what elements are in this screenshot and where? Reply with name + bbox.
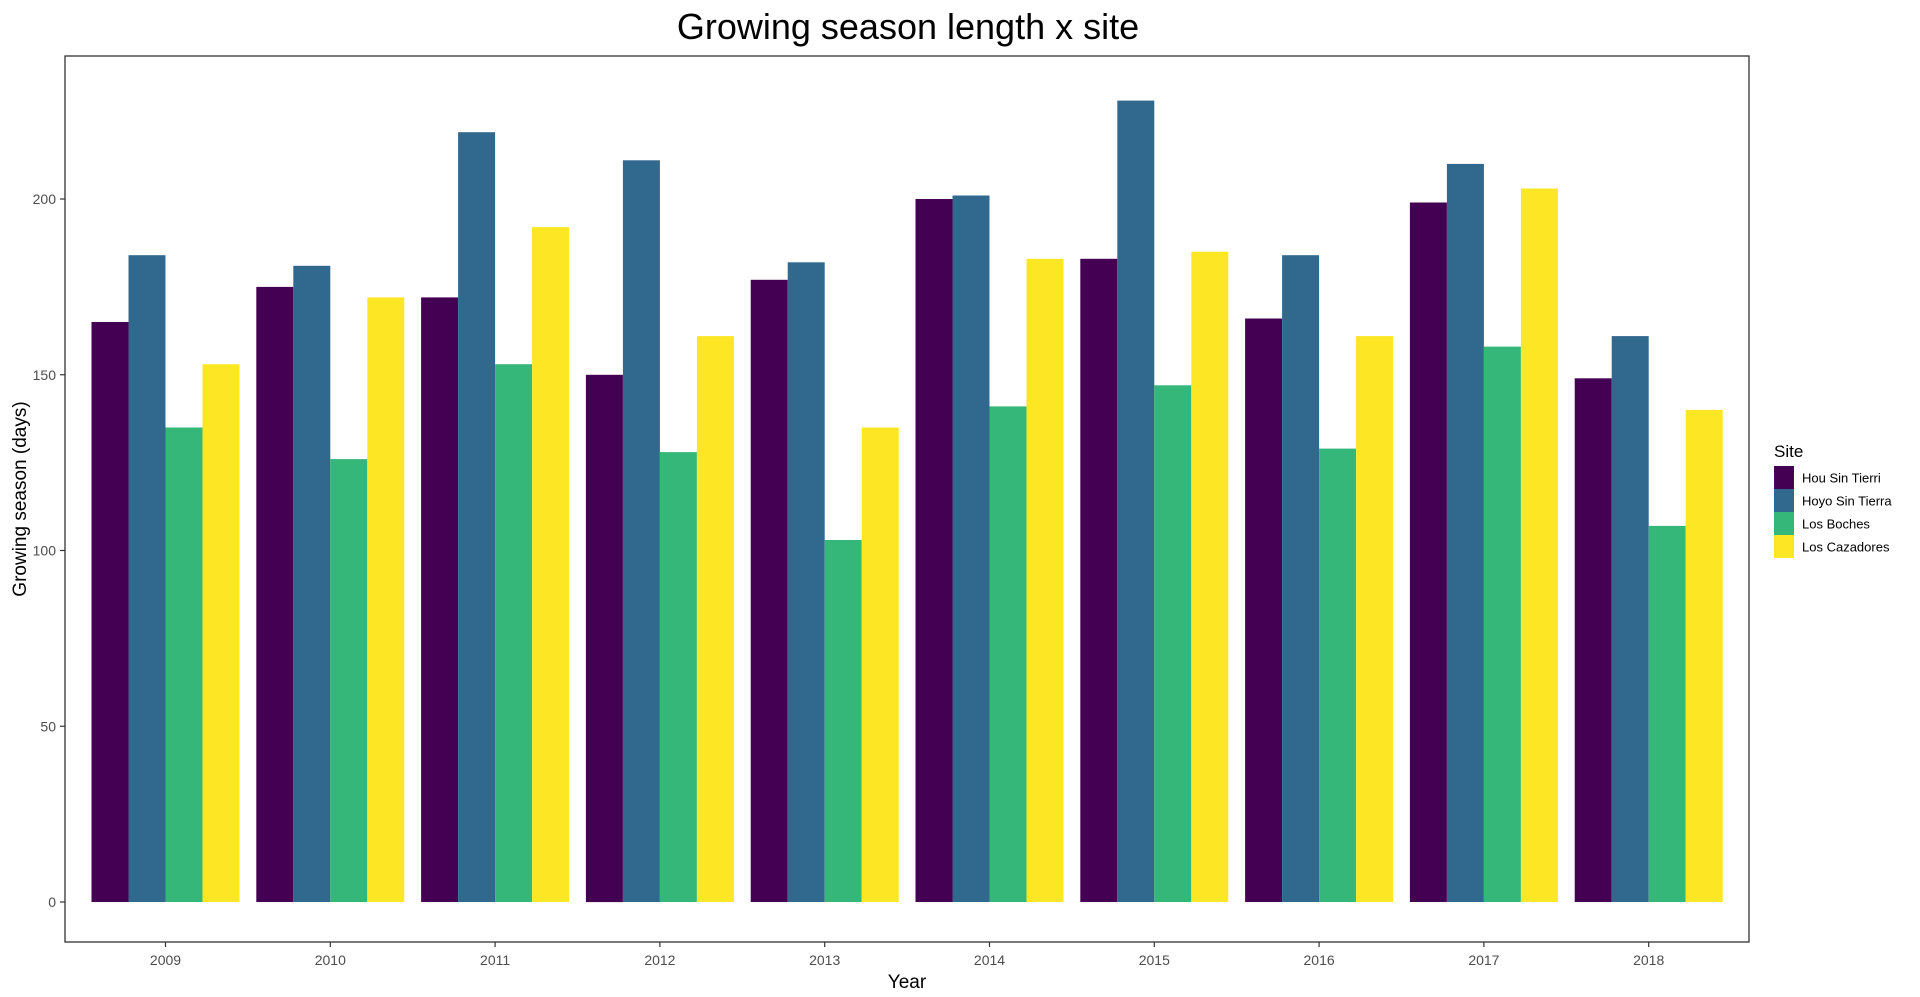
x-tick-label: 2016	[1304, 952, 1335, 968]
bar-2009-los-cazadores	[202, 364, 240, 902]
legend-key	[1774, 535, 1794, 558]
x-tick-label: 2018	[1633, 952, 1664, 968]
y-tick-label: 50	[40, 718, 56, 734]
bar-2011-los-cazadores	[532, 227, 570, 903]
bar-2018-los-boches	[1648, 525, 1686, 902]
bar-2012-hoyo-sin-tierra	[622, 160, 660, 903]
legend-label: Hoyo Sin Tierra	[1802, 494, 1892, 509]
x-tick-label: 2009	[150, 952, 181, 968]
bar-2017-los-boches	[1483, 346, 1521, 903]
x-tick-label: 2013	[809, 952, 840, 968]
bar-2010-hou-sin-tierri	[256, 286, 294, 902]
bar-2009-hou-sin-tierri	[91, 322, 129, 902]
bar-2014-hoyo-sin-tierra	[952, 195, 990, 902]
legend-label: Los Cazadores	[1802, 540, 1890, 555]
bar-2016-hou-sin-tierri	[1245, 318, 1283, 902]
bar-2012-los-cazadores	[696, 336, 734, 903]
bar-2015-hou-sin-tierri	[1080, 258, 1118, 902]
bar-2013-los-boches	[824, 540, 862, 902]
bar-2015-los-cazadores	[1191, 251, 1229, 902]
x-tick-label: 2011	[480, 952, 510, 968]
bar-2016-los-cazadores	[1356, 336, 1394, 903]
bar-2018-hoyo-sin-tierra	[1611, 336, 1649, 903]
x-tick-label: 2017	[1468, 952, 1499, 968]
y-tick-label: 100	[33, 543, 57, 559]
bar-2015-hoyo-sin-tierra	[1117, 100, 1155, 903]
y-tick-label: 150	[33, 367, 57, 383]
y-axis-title: Growing season (days)	[10, 401, 31, 596]
bar-2015-los-boches	[1154, 385, 1192, 902]
bar-2012-hou-sin-tierri	[585, 374, 623, 903]
bars-group	[91, 100, 1723, 903]
x-axis-ticks: 2009 2010 2011 2012 2013 2014 2015 2016 2017 2018	[150, 942, 1664, 968]
bar-2014-hou-sin-tierri	[915, 199, 953, 902]
bar-2016-hoyo-sin-tierra	[1282, 255, 1320, 902]
chart-title: Growing season length x site	[677, 6, 1139, 47]
x-axis-title: Year	[888, 972, 927, 993]
y-axis-ticks: 0 50 100 150 200	[33, 191, 65, 910]
bar-2013-hou-sin-tierri	[750, 279, 788, 902]
legend-label: Hou Sin Tierri	[1802, 471, 1881, 486]
x-tick-label: 2014	[974, 952, 1005, 968]
bar-2018-los-cazadores	[1685, 409, 1723, 902]
bar-2010-hoyo-sin-tierra	[293, 265, 331, 902]
bar-2016-los-boches	[1319, 448, 1357, 902]
legend-key	[1774, 512, 1794, 535]
y-tick-label: 200	[33, 191, 57, 207]
legend-key	[1774, 466, 1794, 489]
x-tick-label: 2015	[1139, 952, 1170, 968]
legend-title: Site	[1774, 442, 1803, 461]
y-tick-label: 0	[48, 894, 56, 910]
bar-2017-los-cazadores	[1520, 188, 1558, 902]
bar-2014-los-boches	[989, 406, 1027, 902]
bar-2013-los-cazadores	[861, 427, 899, 902]
bar-2009-los-boches	[165, 427, 203, 902]
legend-key	[1774, 489, 1794, 512]
bar-2011-hou-sin-tierri	[421, 297, 459, 902]
x-tick-label: 2012	[644, 952, 675, 968]
bar-2013-hoyo-sin-tierra	[787, 262, 825, 902]
bar-2011-hoyo-sin-tierra	[458, 132, 496, 902]
bar-2017-hoyo-sin-tierra	[1446, 163, 1484, 902]
bar-2012-los-boches	[659, 452, 697, 902]
bar-2017-hou-sin-tierri	[1409, 202, 1447, 902]
legend: Site Hou Sin Tierri Hoyo Sin Tierra Los Bo…	[1774, 442, 1892, 558]
legend-label: Los Boches	[1802, 517, 1870, 532]
bar-2009-hoyo-sin-tierra	[128, 255, 166, 902]
bar-2014-los-cazadores	[1026, 258, 1064, 902]
x-tick-label: 2010	[315, 952, 346, 968]
bar-2011-los-boches	[495, 364, 533, 902]
bar-2010-los-cazadores	[367, 297, 405, 902]
bar-2018-hou-sin-tierri	[1574, 378, 1612, 902]
bar-2010-los-boches	[330, 459, 368, 902]
